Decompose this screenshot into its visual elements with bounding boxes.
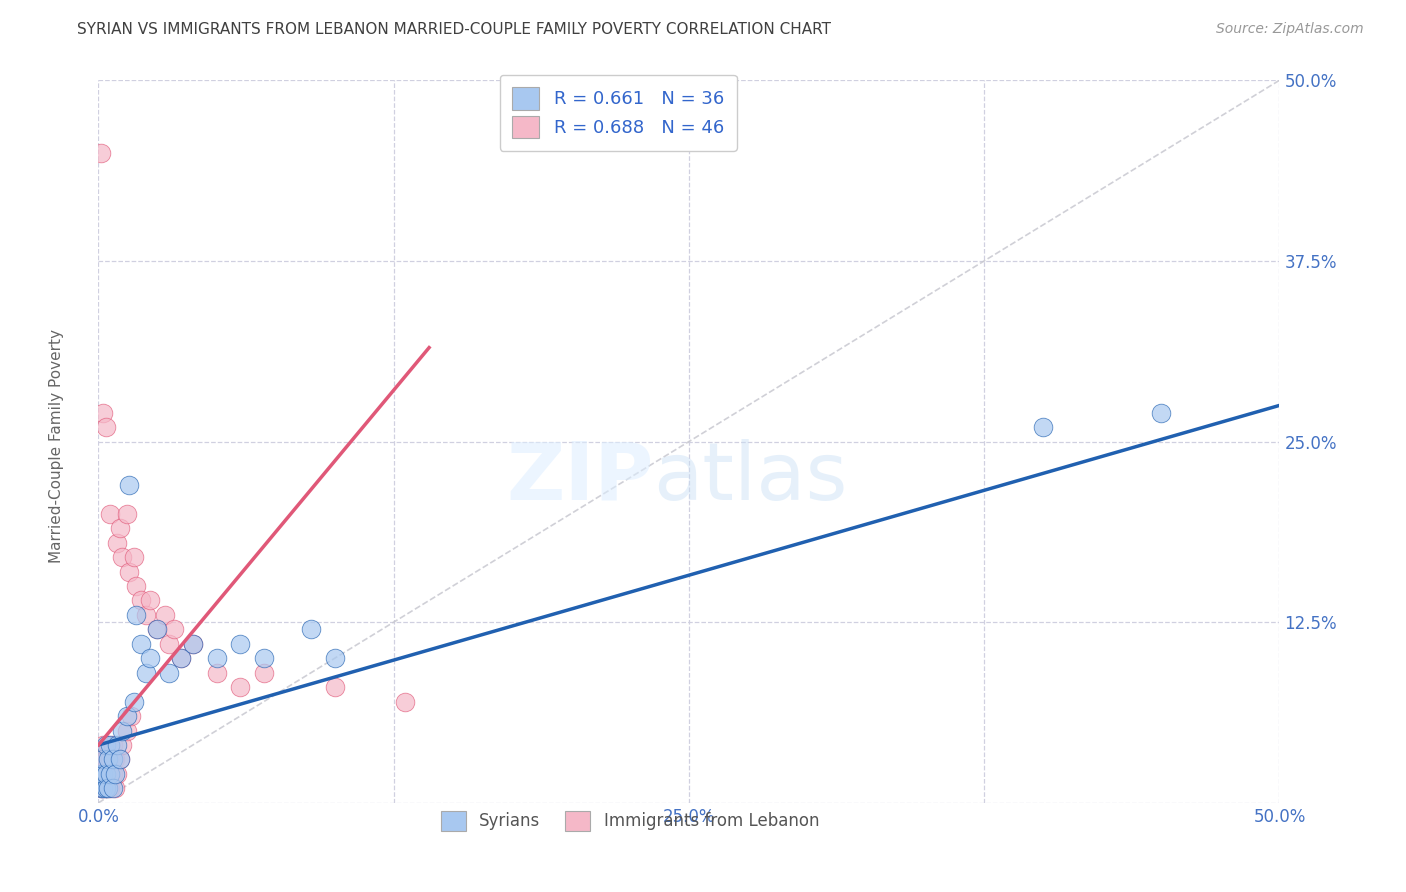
Point: [122, 550, 145, 565]
Point: [129, 593, 152, 607]
Point: [91, 767, 114, 781]
Point: [157, 665, 180, 680]
Point: [91, 738, 114, 752]
Point: [139, 593, 162, 607]
Point: [121, 709, 143, 723]
Point: [111, 550, 134, 565]
Point: [94, 781, 117, 796]
Point: [205, 651, 228, 665]
Point: [101, 738, 124, 752]
Point: [122, 695, 145, 709]
Point: [90, 752, 112, 766]
Point: [299, 623, 322, 637]
Point: [105, 738, 128, 752]
Point: [146, 623, 169, 637]
Point: [253, 665, 276, 680]
Point: [170, 651, 193, 665]
Text: SYRIAN VS IMMIGRANTS FROM LEBANON MARRIED-COUPLE FAMILY POVERTY CORRELATION CHAR: SYRIAN VS IMMIGRANTS FROM LEBANON MARRIE…: [77, 22, 831, 37]
Point: [94, 738, 117, 752]
Point: [91, 781, 114, 796]
Point: [135, 607, 157, 622]
Point: [98, 507, 121, 521]
Point: [90, 781, 112, 796]
Point: [181, 637, 204, 651]
Point: [94, 767, 117, 781]
Point: [129, 637, 152, 651]
Point: [94, 752, 117, 766]
Point: [323, 651, 346, 665]
Point: [101, 781, 124, 796]
Point: [1032, 420, 1054, 434]
Text: ZIP: ZIP: [506, 439, 654, 516]
Point: [90, 781, 112, 796]
Point: [125, 607, 148, 622]
Point: [90, 767, 112, 781]
Point: [90, 767, 112, 781]
Point: [157, 637, 180, 651]
Point: [105, 535, 128, 549]
Point: [108, 521, 131, 535]
Point: [115, 507, 138, 521]
Point: [205, 665, 228, 680]
Point: [97, 781, 120, 796]
Point: [104, 767, 127, 781]
Point: [97, 738, 120, 752]
Point: [108, 752, 131, 766]
Point: [253, 651, 276, 665]
Point: [125, 579, 148, 593]
Point: [94, 420, 117, 434]
Point: [94, 781, 117, 796]
Point: [91, 752, 114, 766]
Point: [146, 623, 169, 637]
Point: [115, 709, 138, 723]
Point: [91, 406, 114, 420]
Point: [181, 637, 204, 651]
Text: Source: ZipAtlas.com: Source: ZipAtlas.com: [1216, 22, 1364, 37]
Point: [97, 767, 120, 781]
Point: [108, 752, 131, 766]
Point: [118, 478, 141, 492]
Point: [90, 145, 112, 160]
Point: [101, 767, 124, 781]
Point: [163, 623, 186, 637]
Point: [229, 637, 252, 651]
Point: [104, 781, 127, 796]
Point: [111, 723, 134, 738]
Point: [101, 752, 124, 766]
Point: [97, 752, 120, 766]
Point: [98, 738, 121, 752]
Point: [323, 680, 346, 694]
Text: atlas: atlas: [654, 439, 848, 516]
Text: Married-Couple Family Poverty: Married-Couple Family Poverty: [49, 329, 63, 563]
Point: [105, 767, 128, 781]
Point: [98, 781, 121, 796]
Point: [91, 767, 114, 781]
Point: [118, 565, 141, 579]
Point: [153, 607, 176, 622]
Point: [1150, 406, 1173, 420]
Point: [394, 695, 416, 709]
Point: [98, 752, 121, 766]
Point: [98, 767, 121, 781]
Point: [104, 752, 127, 766]
Point: [111, 738, 134, 752]
Point: [170, 651, 193, 665]
Point: [91, 781, 114, 796]
Legend: Syrians, Immigrants from Lebanon: Syrians, Immigrants from Lebanon: [434, 805, 825, 838]
Point: [135, 665, 157, 680]
Point: [139, 651, 162, 665]
Point: [229, 680, 252, 694]
Point: [115, 723, 138, 738]
